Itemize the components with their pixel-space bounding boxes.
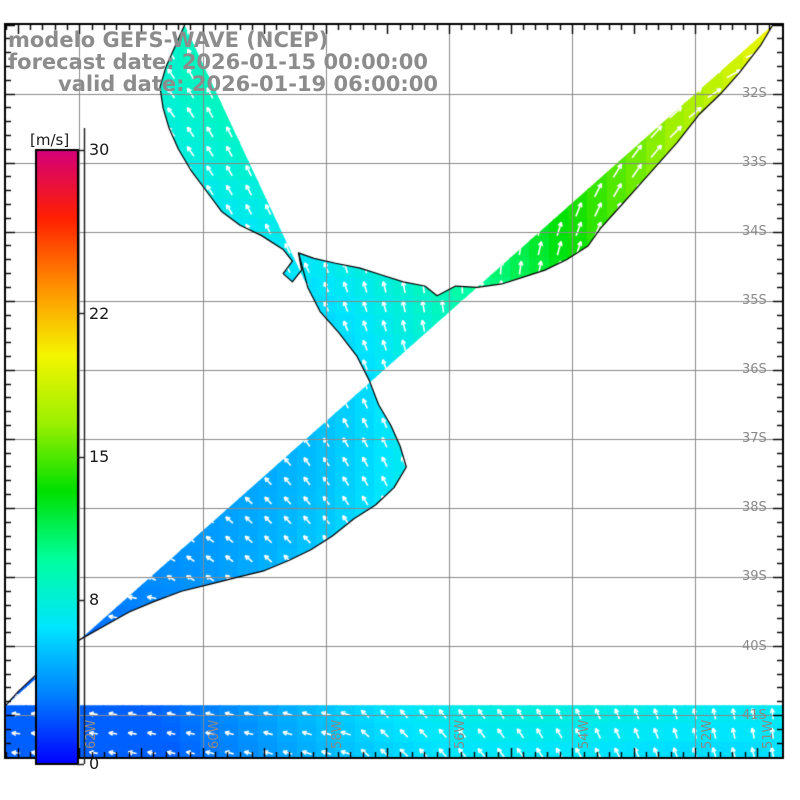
- latitude-label-39S: 39S: [742, 569, 767, 585]
- longitude-label-54W: 54W: [576, 719, 592, 749]
- latitude-label-37S: 37S: [742, 431, 767, 447]
- model-title: modelo GEFS-WAVE (NCEP): [8, 28, 329, 52]
- longitude-label-62W: 62W: [83, 719, 99, 749]
- latitude-label-33S: 33S: [742, 155, 767, 171]
- latitude-label-41S: 41S: [742, 707, 767, 723]
- longitude-label-58W: 58W: [330, 719, 346, 749]
- latitude-label-38S: 38S: [742, 500, 767, 516]
- longitude-label-60W: 60W: [207, 719, 223, 749]
- longitude-label-52W: 52W: [699, 719, 715, 749]
- latitude-label-32S: 32S: [742, 86, 767, 102]
- forecast-date-label: forecast date: 2026-01-15 00:00:00: [8, 50, 428, 74]
- colorbar-unit-label: [m/s]: [30, 131, 70, 149]
- longitude-label-51W: 51W: [761, 719, 777, 749]
- latitude-label-40S: 40S: [742, 638, 767, 654]
- colorbar-tick-0: 0: [89, 754, 100, 773]
- valid-date-label: valid date: 2026-01-19 06:00:00: [58, 72, 438, 96]
- latitude-label-36S: 36S: [742, 362, 767, 378]
- longitude-label-56W: 56W: [453, 719, 469, 749]
- latitude-label-35S: 35S: [742, 293, 767, 309]
- latitude-label-34S: 34S: [742, 224, 767, 240]
- colorbar-tick-15: 15: [89, 447, 110, 466]
- colorbar-tick-8: 8: [89, 590, 100, 610]
- colorbar-tick-30: 30: [89, 140, 110, 159]
- colorbar-tick-22: 22: [89, 303, 110, 323]
